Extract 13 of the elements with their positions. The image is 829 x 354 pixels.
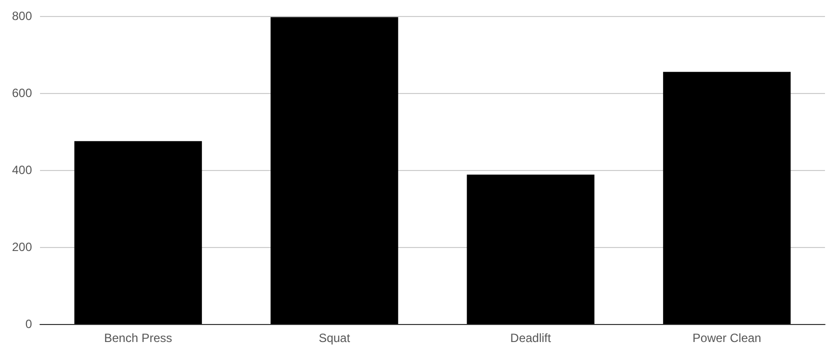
x-tick-label: Deadlift <box>510 331 552 345</box>
x-tick-label: Power Clean <box>692 331 762 345</box>
bar <box>466 174 594 324</box>
bar <box>663 72 791 324</box>
x-tick-label: Bench Press <box>104 331 172 345</box>
y-tick-label: 800 <box>12 9 32 23</box>
bar <box>270 17 398 324</box>
y-tick-label: 400 <box>12 163 32 177</box>
x-tick-label: Squat <box>318 331 351 345</box>
y-tick-label: 200 <box>12 240 32 254</box>
y-tick-label: 0 <box>25 317 32 331</box>
y-tick-label: 600 <box>12 86 32 100</box>
bar <box>74 141 202 324</box>
